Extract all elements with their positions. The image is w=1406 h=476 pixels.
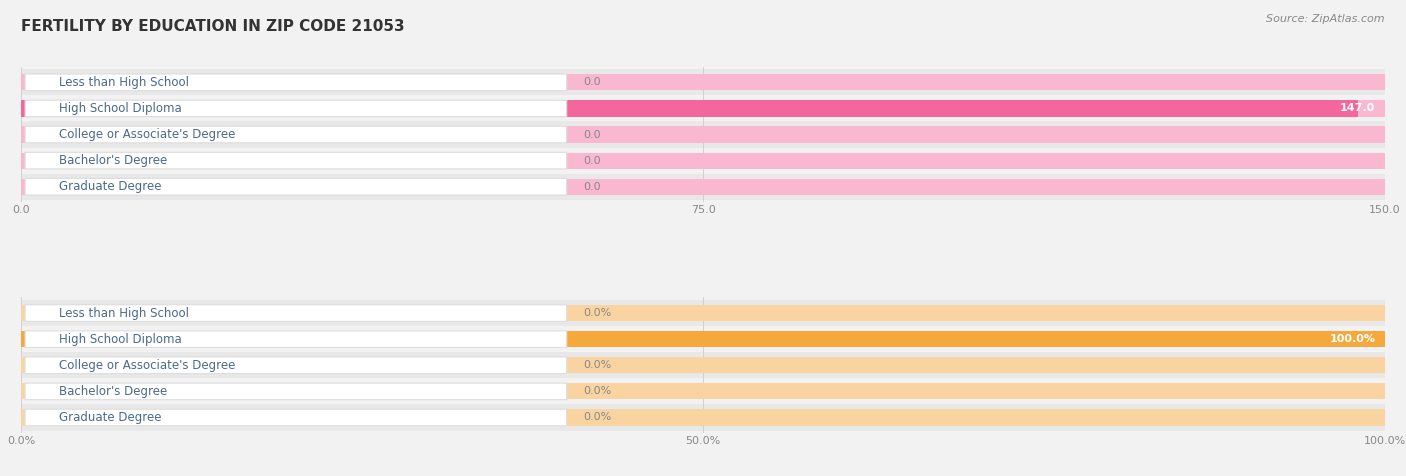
FancyBboxPatch shape [25, 152, 567, 169]
FancyBboxPatch shape [25, 100, 567, 117]
Text: 0.0: 0.0 [583, 129, 600, 139]
Text: 147.0: 147.0 [1340, 103, 1375, 113]
Text: College or Associate's Degree: College or Associate's Degree [59, 128, 236, 141]
Bar [21, 69, 1385, 95]
Text: FERTILITY BY EDUCATION IN ZIP CODE 21053: FERTILITY BY EDUCATION IN ZIP CODE 21053 [21, 19, 405, 34]
Bar [21, 331, 1385, 347]
Bar [21, 95, 1385, 121]
Bar [21, 331, 1385, 347]
FancyBboxPatch shape [25, 409, 567, 426]
FancyBboxPatch shape [25, 357, 567, 374]
Bar [21, 300, 1385, 326]
Text: Graduate Degree: Graduate Degree [59, 180, 162, 193]
Text: 0.0: 0.0 [583, 77, 600, 87]
Bar [21, 378, 1385, 405]
Text: College or Associate's Degree: College or Associate's Degree [59, 359, 236, 372]
Text: Source: ZipAtlas.com: Source: ZipAtlas.com [1267, 14, 1385, 24]
Bar [21, 100, 1385, 117]
FancyBboxPatch shape [25, 74, 567, 90]
Bar [21, 178, 1385, 195]
Bar [21, 357, 1385, 373]
Bar [21, 152, 1385, 169]
FancyBboxPatch shape [25, 331, 567, 347]
Bar [21, 74, 1385, 90]
Bar [21, 127, 1385, 143]
Text: Bachelor's Degree: Bachelor's Degree [59, 385, 167, 398]
Bar [21, 121, 1385, 148]
Text: 100.0%: 100.0% [1329, 334, 1375, 344]
Bar [21, 100, 1358, 117]
FancyBboxPatch shape [25, 305, 567, 321]
Bar [21, 352, 1385, 378]
Text: 0.0: 0.0 [583, 156, 600, 166]
FancyBboxPatch shape [25, 383, 567, 400]
Text: 0.0%: 0.0% [583, 360, 612, 370]
Bar [21, 383, 1385, 399]
Bar [21, 405, 1385, 431]
Text: High School Diploma: High School Diploma [59, 102, 181, 115]
Text: 0.0%: 0.0% [583, 413, 612, 423]
FancyBboxPatch shape [25, 126, 567, 143]
Bar [21, 148, 1385, 174]
Bar [21, 409, 1385, 426]
Bar [21, 305, 1385, 321]
Text: High School Diploma: High School Diploma [59, 333, 181, 346]
Text: 0.0: 0.0 [583, 182, 600, 192]
Bar [21, 174, 1385, 200]
Text: Less than High School: Less than High School [59, 76, 190, 89]
Bar [21, 326, 1385, 352]
Text: 0.0%: 0.0% [583, 308, 612, 318]
Text: Bachelor's Degree: Bachelor's Degree [59, 154, 167, 167]
Text: Graduate Degree: Graduate Degree [59, 411, 162, 424]
Text: 0.0%: 0.0% [583, 387, 612, 397]
Text: Less than High School: Less than High School [59, 307, 190, 319]
FancyBboxPatch shape [25, 178, 567, 195]
